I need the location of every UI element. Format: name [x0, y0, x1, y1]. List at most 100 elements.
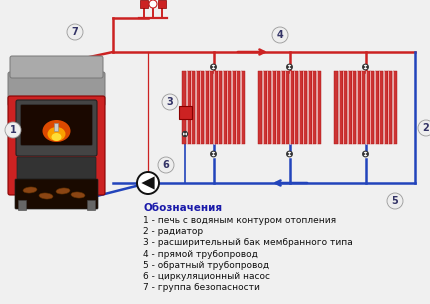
Polygon shape — [363, 152, 366, 156]
Bar — [352, 71, 356, 144]
Bar — [361, 71, 365, 144]
Polygon shape — [214, 65, 216, 69]
Bar — [334, 71, 338, 144]
Circle shape — [149, 0, 157, 8]
Polygon shape — [289, 65, 292, 69]
Circle shape — [418, 120, 430, 136]
Bar — [205, 71, 209, 144]
Bar — [357, 71, 361, 144]
Bar — [232, 71, 236, 144]
Text: 7 - группа безопасности: 7 - группа безопасности — [143, 283, 260, 292]
Circle shape — [287, 64, 292, 70]
Bar — [267, 71, 271, 144]
Bar — [87, 200, 95, 210]
Bar — [200, 71, 204, 144]
Bar — [290, 71, 294, 144]
Ellipse shape — [39, 193, 53, 199]
Polygon shape — [141, 176, 155, 190]
FancyBboxPatch shape — [8, 72, 105, 106]
Circle shape — [67, 24, 83, 40]
Bar — [258, 71, 262, 144]
Bar — [299, 71, 303, 144]
FancyBboxPatch shape — [16, 100, 97, 156]
Bar — [379, 71, 383, 144]
Bar — [370, 71, 374, 144]
FancyBboxPatch shape — [21, 105, 92, 146]
Ellipse shape — [43, 120, 71, 142]
Ellipse shape — [56, 188, 70, 194]
Bar — [388, 71, 392, 144]
Bar — [191, 71, 195, 144]
Bar — [214, 71, 218, 144]
Bar — [263, 71, 267, 144]
Bar — [227, 71, 231, 144]
Bar — [241, 71, 245, 144]
Circle shape — [287, 151, 292, 157]
Bar — [312, 71, 316, 144]
Polygon shape — [289, 152, 292, 156]
Bar — [187, 71, 190, 144]
Polygon shape — [287, 152, 289, 156]
Text: 4: 4 — [276, 30, 283, 40]
Circle shape — [272, 27, 288, 43]
Bar — [182, 71, 186, 144]
Bar — [140, 0, 148, 8]
Polygon shape — [183, 132, 187, 134]
Text: 4 - прямой трубопровод: 4 - прямой трубопровод — [143, 250, 258, 259]
Bar — [303, 71, 307, 144]
Bar — [272, 71, 276, 144]
Bar — [366, 71, 370, 144]
Bar — [343, 71, 347, 144]
Bar — [158, 0, 166, 8]
Bar — [281, 71, 285, 144]
Bar — [54, 123, 58, 131]
Text: 5 - обратный трубопровод: 5 - обратный трубопровод — [143, 261, 269, 270]
Circle shape — [362, 151, 369, 157]
Bar — [218, 71, 222, 144]
Circle shape — [162, 94, 178, 110]
FancyBboxPatch shape — [17, 157, 96, 179]
Circle shape — [211, 64, 216, 70]
Circle shape — [211, 151, 216, 157]
Ellipse shape — [23, 187, 37, 193]
Text: 6 - циркуляционный насос: 6 - циркуляционный насос — [143, 272, 270, 281]
Ellipse shape — [52, 133, 61, 141]
Text: 2: 2 — [423, 123, 430, 133]
Bar — [375, 71, 379, 144]
Text: 1 - печь с водяным контуром отопления: 1 - печь с водяным контуром отопления — [143, 216, 336, 225]
Circle shape — [158, 157, 174, 173]
Bar — [18, 200, 26, 210]
Bar — [285, 71, 289, 144]
Circle shape — [137, 172, 159, 194]
Polygon shape — [363, 65, 366, 69]
Bar — [237, 71, 240, 144]
Bar — [209, 71, 213, 144]
Bar — [393, 71, 397, 144]
Polygon shape — [211, 65, 214, 69]
Polygon shape — [211, 152, 214, 156]
Bar — [294, 71, 298, 144]
Bar — [339, 71, 343, 144]
Polygon shape — [366, 65, 368, 69]
Ellipse shape — [47, 127, 65, 141]
Text: 6: 6 — [163, 160, 169, 170]
Bar — [308, 71, 312, 144]
Ellipse shape — [71, 192, 85, 198]
Circle shape — [182, 131, 187, 136]
FancyBboxPatch shape — [10, 56, 103, 78]
Text: 3: 3 — [167, 97, 173, 107]
Text: 1: 1 — [9, 125, 16, 135]
Polygon shape — [183, 134, 187, 136]
Polygon shape — [366, 152, 368, 156]
Bar — [348, 71, 352, 144]
Polygon shape — [287, 65, 289, 69]
Bar — [178, 105, 191, 119]
Circle shape — [362, 64, 369, 70]
Bar — [276, 71, 280, 144]
Circle shape — [387, 193, 403, 209]
Text: 7: 7 — [72, 27, 78, 37]
Bar — [223, 71, 227, 144]
Bar — [384, 71, 388, 144]
Text: 3 - расширительный бак мембранного типа: 3 - расширительный бак мембранного типа — [143, 238, 353, 247]
Bar — [196, 71, 200, 144]
